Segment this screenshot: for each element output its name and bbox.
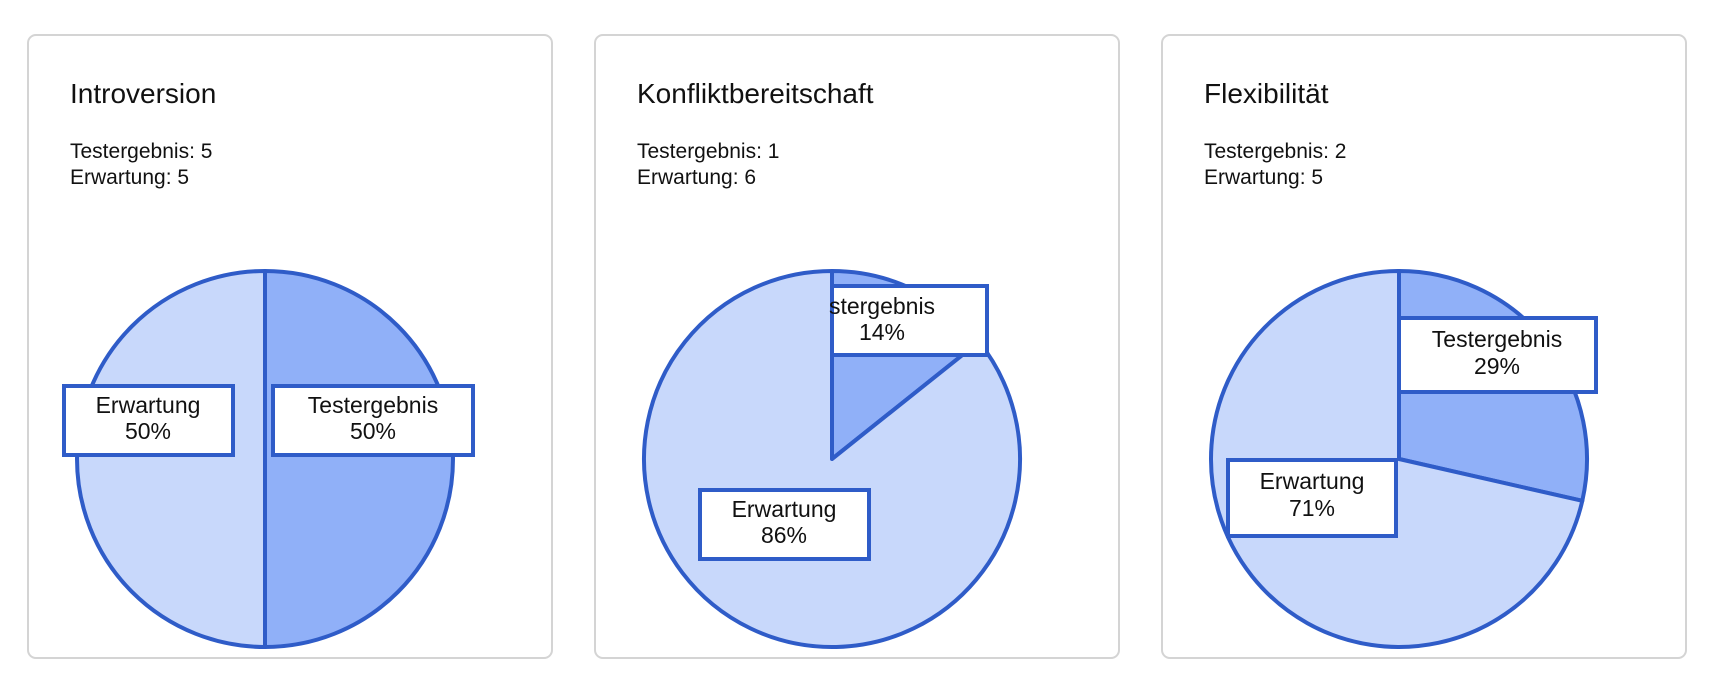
label-pct-testergebnis: 29% bbox=[1474, 353, 1520, 379]
stat-erwartung: Erwartung: 5 bbox=[1204, 166, 1324, 189]
label-pct-testergebnis: 50% bbox=[350, 418, 396, 444]
label-box-testergebnis bbox=[830, 284, 989, 357]
label-pct-erwartung: 71% bbox=[1289, 495, 1335, 521]
card-stats: Testergebnis: 5 Erwartung: 5 bbox=[70, 139, 212, 191]
card-stats: Testergebnis: 2 Erwartung: 5 bbox=[1204, 139, 1346, 191]
card-stats: Testergebnis: 1 Erwartung: 6 bbox=[637, 139, 779, 191]
card-title: Flexibilität bbox=[1204, 78, 1329, 109]
pie-slice-erwartung bbox=[75, 269, 267, 649]
pie-chart-introversion: Testergebnis 50% Erwartung 50% bbox=[62, 269, 475, 649]
stat-testergebnis: Testergebnis: 5 bbox=[70, 140, 213, 163]
stat-testergebnis: Testergebnis: 1 bbox=[637, 140, 780, 163]
label-box-erwartung bbox=[62, 384, 235, 457]
card-introversion: Introversion Testergebnis: 5 Erwartung: … bbox=[27, 34, 553, 659]
stat-testergebnis: Testergebnis: 2 bbox=[1204, 140, 1347, 163]
card-title: Introversion bbox=[70, 78, 217, 109]
label-pct-erwartung: 86% bbox=[761, 522, 807, 548]
label-name-testergebnis: Testergebnis bbox=[1432, 326, 1562, 352]
pie-chart-konfliktbereitschaft: stergebnis 14% Erwartung 86% bbox=[642, 269, 1022, 649]
slice-label-erwartung: Erwartung 86% bbox=[698, 488, 871, 561]
label-name-erwartung: Erwartung bbox=[1260, 468, 1365, 494]
label-pct-testergebnis: 14% bbox=[859, 319, 905, 345]
label-box-testergebnis bbox=[1397, 316, 1598, 394]
label-name-testergebnis: stergebnis bbox=[829, 293, 935, 319]
stat-erwartung: Erwartung: 6 bbox=[637, 166, 757, 189]
label-name-testergebnis: Testergebnis bbox=[308, 392, 438, 418]
stat-erwartung: Erwartung: 5 bbox=[70, 166, 190, 189]
label-pct-erwartung: 50% bbox=[125, 418, 171, 444]
slice-label-testergebnis: Testergebnis 29% bbox=[1397, 316, 1598, 394]
pie-slices bbox=[75, 269, 455, 649]
card-title: Konfliktbereitschaft bbox=[637, 78, 874, 109]
pie-chart-flexibilitaet: Testergebnis 29% Erwartung 71% bbox=[1209, 269, 1598, 649]
card-konfliktbereitschaft: Konfliktbereitschaft Testergebnis: 1 Erw… bbox=[594, 34, 1120, 659]
label-box-erwartung bbox=[698, 488, 871, 561]
card-flexibilitaet: Flexibilität Testergebnis: 2 Erwartung: … bbox=[1161, 34, 1687, 659]
slice-label-erwartung: Erwartung 71% bbox=[1226, 458, 1398, 538]
slice-label-testergebnis: Testergebnis 50% bbox=[271, 384, 475, 457]
slice-label-erwartung: Erwartung 50% bbox=[62, 384, 235, 457]
label-box-erwartung bbox=[1226, 458, 1398, 538]
slice-label-testergebnis: stergebnis 14% bbox=[829, 284, 989, 357]
pie-slice-testergebnis bbox=[263, 269, 455, 649]
label-box-testergebnis bbox=[271, 384, 475, 457]
label-name-erwartung: Erwartung bbox=[732, 496, 837, 522]
label-name-erwartung: Erwartung bbox=[96, 392, 201, 418]
